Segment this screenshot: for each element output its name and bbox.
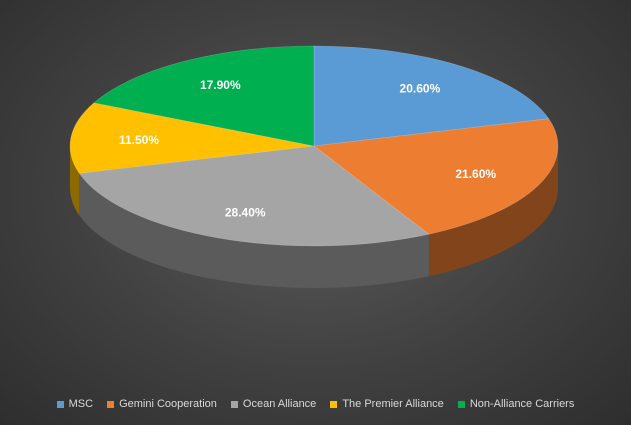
chart-legend: MSC Gemini Cooperation Ocean Alliance Th… [0, 398, 631, 410]
legend-item-ocean-alliance: Ocean Alliance [230, 398, 317, 410]
legend-label-msc: MSC [68, 398, 94, 410]
data-label-premier-alliance: 11.50% [119, 133, 159, 147]
legend-item-premier-alliance: The Premier Alliance [330, 398, 444, 410]
data-label-gemini-cooperation: 21.60% [455, 167, 496, 181]
pie-slice-gemini-cooperation [313, 118, 559, 235]
legend-swatch-ocean-alliance [230, 400, 238, 408]
legend-item-non-alliance-carriers: Non-Alliance Carriers [457, 398, 575, 410]
pie-side-ocean-alliance [79, 173, 429, 288]
legend-label-premier-alliance: The Premier Alliance [342, 398, 444, 410]
data-label-non-alliance-carriers: 17.90% [200, 78, 241, 92]
pie-chart: 20.60% 21.60% 28.40% 11.50% 17.90% [69, 45, 559, 288]
legend-swatch-gemini-cooperation [107, 400, 115, 408]
legend-label-ocean-alliance: Ocean Alliance [242, 398, 317, 410]
legend-item-gemini-cooperation: Gemini Cooperation [107, 398, 217, 410]
pie-slice-premier-alliance [69, 102, 315, 174]
pie-side-premier-alliance [70, 146, 80, 216]
legend-swatch-premier-alliance [330, 400, 338, 408]
pie-slice-msc [313, 45, 550, 147]
data-label-msc: 20.60% [400, 82, 441, 96]
legend-item-msc: MSC [56, 398, 94, 410]
pie-slice-ocean-alliance [78, 145, 430, 247]
pie-slice-non-alliance-carriers [93, 45, 315, 147]
pie-side-gemini-cooperation [428, 146, 558, 277]
legend-label-non-alliance-carriers: Non-Alliance Carriers [469, 398, 575, 410]
legend-label-gemini-cooperation: Gemini Cooperation [119, 398, 217, 410]
legend-swatch-non-alliance-carriers [457, 400, 465, 408]
legend-swatch-msc [56, 400, 64, 408]
data-label-ocean-alliance: 28.40% [225, 205, 266, 219]
